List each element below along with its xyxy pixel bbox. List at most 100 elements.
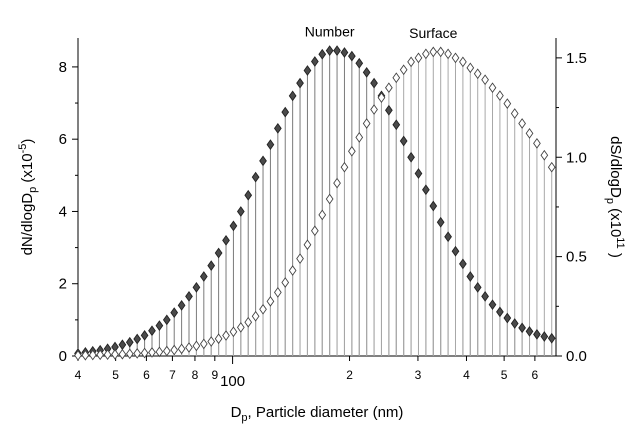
y-left-tick-label: 2 (59, 276, 67, 293)
number-point (162, 314, 171, 326)
number-point (459, 258, 467, 270)
number-point (355, 57, 364, 69)
y-right-tick-label: 1.0 (566, 149, 587, 166)
number-point (525, 326, 534, 337)
surface-point (444, 48, 452, 60)
surface-point (281, 277, 290, 288)
number-point (473, 281, 482, 293)
number-point (362, 66, 371, 78)
number-point (133, 333, 142, 345)
number-point (125, 336, 134, 348)
surface-point (377, 92, 386, 103)
surface-point (362, 118, 371, 129)
number-point (414, 168, 423, 179)
y-left-title-a: dN/dlogD (19, 193, 36, 256)
number-point (488, 299, 497, 311)
number-point (325, 45, 334, 57)
x-tick-label: 5 (501, 368, 508, 382)
number-point (192, 281, 201, 293)
number-point (118, 339, 127, 351)
surface-point (133, 348, 142, 359)
surface-point (259, 303, 267, 315)
number-point (199, 271, 208, 282)
axes (77, 38, 557, 357)
surface-point (488, 82, 497, 94)
y-right-title-sup: 11 (614, 237, 626, 248)
number-point (148, 325, 156, 337)
surface-point (422, 48, 430, 60)
x-axis-title-main: D (231, 404, 242, 421)
number-point (348, 50, 356, 62)
x-tick-label: 9 (211, 368, 218, 382)
surface-point (318, 209, 327, 221)
surface-point (466, 62, 475, 74)
x-axis-ticks: 4 5 6 7 8 9 100 2 3 4 5 6 (75, 356, 539, 390)
surface-point (547, 161, 556, 173)
surface-point (540, 149, 549, 161)
surface-point (266, 295, 275, 307)
surface-point (459, 56, 467, 68)
surface-point (503, 98, 512, 109)
y-left-title-b: (x10 (19, 153, 36, 186)
surface-point (481, 74, 489, 86)
number-point (222, 234, 230, 246)
y-right-title-b: (x10 (607, 204, 624, 237)
number-point (533, 328, 541, 340)
surface-point (111, 349, 119, 360)
surface-point (88, 349, 97, 361)
surface-point (525, 128, 534, 139)
surface-point (510, 108, 519, 119)
surface-point (81, 349, 90, 361)
surface-point (348, 145, 356, 157)
number-point (177, 300, 186, 311)
number-point (392, 119, 401, 131)
number-point (481, 291, 489, 302)
number-point (288, 90, 297, 102)
surface-point (429, 46, 438, 58)
number-point (303, 65, 312, 76)
y-left-title-sup: -5 (17, 144, 29, 154)
number-point (496, 306, 504, 318)
number-point (547, 332, 556, 344)
surface-point (222, 330, 230, 341)
surface-point (496, 90, 504, 102)
surface-point (177, 343, 186, 355)
surface-point (518, 118, 526, 129)
surface-point (214, 333, 223, 345)
surface-point (162, 345, 171, 357)
surface-point (310, 225, 319, 237)
number-point (540, 331, 549, 342)
number-point (429, 200, 438, 212)
surface-point (473, 68, 482, 80)
number-point (422, 184, 430, 196)
y-left-tick-label: 4 (59, 203, 67, 220)
number-point (407, 151, 415, 163)
surface-point (392, 72, 401, 84)
y-right-tick-label: 0.0 (566, 348, 587, 365)
number-point (273, 122, 282, 134)
surface-point (103, 349, 112, 360)
x-tick-label: 5 (112, 368, 119, 382)
surface-point (236, 322, 245, 333)
x-tick-label: 6 (532, 368, 539, 382)
drop-lines (77, 50, 553, 356)
number-point (310, 56, 319, 67)
number-point (370, 77, 378, 89)
number-point (518, 322, 526, 334)
surface-point (118, 348, 127, 360)
number-point (185, 291, 193, 302)
surface-point (192, 340, 201, 352)
surface-point (199, 338, 208, 350)
y-left-tick-label: 8 (59, 59, 67, 76)
x-tick-label: 4 (463, 368, 470, 382)
x-tick-label: 2 (346, 368, 353, 382)
y-left-axis-title: dN/dlogDp (x10-5) (17, 139, 39, 256)
surface-point (125, 348, 134, 360)
x-axis-title-rest: , Particle diameter (nm) (248, 404, 404, 421)
x-tick-label: 3 (415, 368, 422, 382)
y-right-title-c: ) (607, 249, 624, 258)
series-label-surface: Surface (409, 25, 457, 41)
x-tick-label: 7 (169, 368, 176, 382)
number-point (259, 155, 267, 167)
number-point (281, 106, 290, 118)
